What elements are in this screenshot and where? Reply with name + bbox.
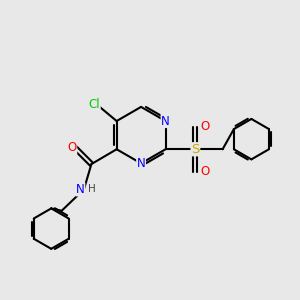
Text: O: O (68, 141, 77, 154)
Text: S: S (191, 143, 200, 156)
Text: O: O (200, 121, 209, 134)
Text: O: O (200, 165, 209, 178)
Text: N: N (137, 157, 146, 170)
Text: N: N (161, 115, 170, 128)
Text: N: N (76, 183, 85, 196)
Text: H: H (88, 184, 96, 194)
Text: Cl: Cl (88, 98, 100, 111)
